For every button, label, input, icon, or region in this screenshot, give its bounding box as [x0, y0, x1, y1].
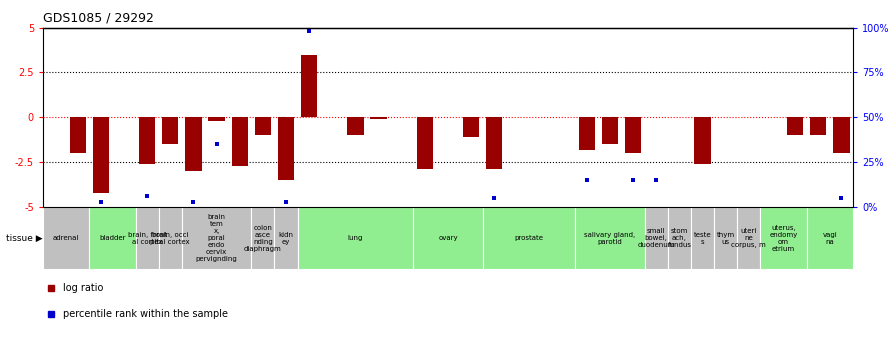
Bar	[254, 117, 271, 135]
Text: GDS1085 / 29292: GDS1085 / 29292	[43, 12, 154, 24]
Bar	[135, 207, 159, 269]
Text: uterus,
endomy
om
etrium: uterus, endomy om etrium	[770, 225, 797, 252]
Bar	[348, 117, 364, 135]
Bar	[579, 117, 595, 150]
Text: uteri
ne
corpus, m: uteri ne corpus, m	[731, 228, 766, 248]
Bar	[232, 117, 248, 166]
Text: bladder: bladder	[99, 235, 125, 241]
Text: ovary: ovary	[438, 235, 458, 241]
Bar	[417, 117, 433, 169]
Bar	[162, 117, 178, 144]
Text: tissue ▶: tissue ▶	[6, 234, 43, 243]
Bar	[182, 207, 251, 269]
Bar	[668, 207, 691, 269]
Bar	[625, 117, 642, 153]
Bar	[274, 207, 297, 269]
Bar	[575, 207, 645, 269]
Text: brain
tem
x,
poral
endo
cervix
pervignding: brain tem x, poral endo cervix pervigndi…	[195, 214, 237, 262]
Bar	[645, 207, 668, 269]
Bar	[691, 207, 714, 269]
Bar	[737, 207, 761, 269]
Bar	[714, 207, 737, 269]
Bar	[159, 207, 182, 269]
Text: adrenal: adrenal	[53, 235, 80, 241]
Text: thym
us: thym us	[717, 231, 735, 245]
Bar	[787, 117, 803, 135]
Bar	[278, 117, 294, 180]
Text: teste
s: teste s	[694, 231, 711, 245]
Text: percentile rank within the sample: percentile rank within the sample	[64, 309, 228, 319]
Text: brain, occi
pital cortex: brain, occi pital cortex	[151, 231, 190, 245]
Bar	[70, 117, 86, 153]
Text: kidn
ey: kidn ey	[279, 231, 294, 245]
Text: small
bowel,
duodenum: small bowel, duodenum	[638, 228, 675, 248]
Text: colon
asce
nding
diaphragm: colon asce nding diaphragm	[244, 225, 281, 252]
Bar	[43, 207, 90, 269]
Bar	[90, 207, 135, 269]
Bar	[487, 117, 503, 169]
Bar	[694, 117, 711, 164]
Text: brain, front
al cortex: brain, front al cortex	[127, 231, 167, 245]
Bar	[602, 117, 618, 144]
Bar	[297, 207, 413, 269]
Bar	[483, 207, 575, 269]
Bar	[761, 207, 806, 269]
Bar	[463, 117, 479, 137]
Bar	[301, 55, 317, 117]
Text: vagi
na: vagi na	[823, 231, 837, 245]
Bar	[833, 117, 849, 153]
Text: log ratio: log ratio	[64, 283, 104, 293]
Text: lung: lung	[348, 235, 363, 241]
Text: stom
ach,
fundus: stom ach, fundus	[668, 228, 692, 248]
Bar	[370, 117, 387, 119]
Bar	[251, 207, 274, 269]
Text: prostate: prostate	[514, 235, 544, 241]
Bar	[185, 117, 202, 171]
Bar	[810, 117, 826, 135]
Bar	[413, 207, 483, 269]
Bar	[806, 207, 853, 269]
Text: salivary gland,
parotid: salivary gland, parotid	[584, 231, 635, 245]
Bar	[93, 117, 109, 193]
Bar	[139, 117, 155, 164]
Bar	[209, 117, 225, 121]
